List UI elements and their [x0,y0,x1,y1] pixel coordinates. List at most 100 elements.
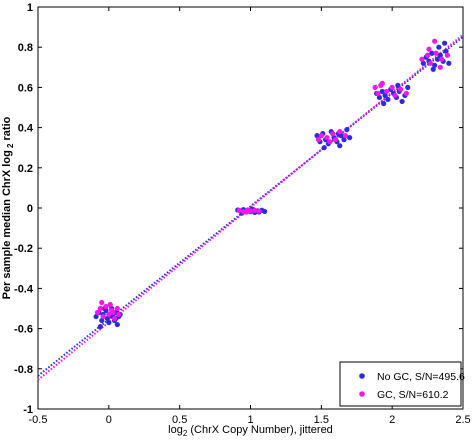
data-point-no-gc [338,133,344,139]
data-point-gc [106,311,112,318]
data-point-gc [427,60,434,66]
data-point-no-gc [262,208,268,215]
data-point-gc [243,209,249,215]
data-point-no-gc [405,84,411,90]
data-point-no-gc [314,133,320,139]
data-point-no-gc [347,135,353,141]
x-tick-label: 0 [106,414,112,426]
data-point-no-gc [437,52,443,58]
data-point-no-gc [446,60,452,66]
y-tick-label: -1 [23,404,33,416]
data-point-no-gc [344,127,350,133]
data-point-gc [437,64,443,70]
data-point-gc [379,80,385,86]
data-point-gc [324,135,330,141]
data-point-no-gc [321,145,327,151]
axis-labels-layer: log2 (ChrX Copy Number), jittered Per sam… [1,116,333,438]
data-point-gc [107,301,113,308]
data-point-gc [109,307,115,314]
y-tick-label: -0.6 [14,324,33,336]
data-point-gc [432,38,438,44]
data-point-gc [103,303,109,310]
y-tick-label: -0.2 [14,243,33,255]
data-point-gc [94,309,101,316]
data-point-gc [403,90,409,97]
x-tick-label: 1 [247,414,253,426]
y-axis-label: Per sample median ChrX log 2 ratio [1,116,15,299]
y-tick-label: -0.8 [14,364,33,376]
data-point-no-gc [395,82,401,88]
data-point-no-gc [441,40,448,46]
x-tick-label: -0.5 [29,414,48,426]
data-point-no-gc [106,319,112,326]
data-point-gc [236,207,242,214]
data-point-no-gc [379,88,385,95]
data-point-gc [116,311,122,318]
legend-marker [359,373,365,379]
data-point-no-gc [430,66,436,72]
data-point-no-gc [432,62,438,68]
x-tick-label: 2.5 [455,414,470,426]
data-point-no-gc [429,50,435,56]
data-point-gc [424,52,431,58]
data-point-no-gc [104,315,111,322]
data-point-no-gc [114,321,120,328]
data-point-gc [372,84,378,90]
legend-label: GC, S/N=610.2 [377,389,449,401]
legend-marker [359,391,365,397]
data-point-gc [100,313,106,320]
data-point-gc [99,299,105,306]
x-tick-label: 0.5 [172,414,187,426]
data-point-gc [389,84,395,90]
data-point-gc [375,90,381,97]
data-point-no-gc [376,94,383,101]
data-point-gc [330,131,336,137]
points-layer [93,38,452,330]
data-point-no-gc [434,56,441,62]
data-point-no-gc [436,44,442,50]
y-tick-label: 1 [27,2,33,14]
data-point-gc [433,50,439,56]
data-point-no-gc [385,96,391,103]
data-point-no-gc [381,100,387,107]
data-point-gc [392,92,398,99]
x-tick-label: 1.5 [314,414,329,426]
data-point-no-gc [399,98,405,105]
legend-box [339,361,462,407]
y-tick-label: 0.6 [18,82,33,94]
data-point-no-gc [341,137,347,143]
x-axis-label: log2 (ChrX Copy Number), jittered [168,424,333,438]
y-tick-label: 0.8 [18,42,33,54]
data-point-gc [252,207,258,214]
data-point-no-gc [97,323,103,330]
data-point-gc [247,208,254,214]
data-point-gc [337,129,343,135]
data-point-gc [398,86,404,93]
data-point-gc [327,139,333,145]
data-point-gc [111,315,118,322]
legend-label: No GC, S/N=495.6 [377,371,465,383]
data-point-no-gc [382,92,388,99]
data-point-gc [318,133,324,139]
y-tick-label: -0.4 [14,283,34,295]
data-point-gc [315,137,322,143]
data-point-gc [426,46,432,52]
data-point-no-gc [99,317,105,324]
y-tick-label: 0.2 [18,163,33,175]
data-point-no-gc [337,143,343,149]
data-point-gc [383,88,390,95]
x-tick-label: 2 [389,414,395,426]
data-point-gc [419,56,425,62]
data-point-gc [97,305,103,312]
y-tick-label: 0 [27,203,33,215]
data-point-gc [439,56,445,62]
data-point-gc [114,305,120,312]
y-tick-label: 0.4 [18,123,34,135]
data-point-no-gc [93,313,99,320]
data-point-gc [444,52,451,58]
data-point-no-gc [443,48,449,54]
data-point-gc [342,133,349,139]
data-point-no-gc [420,60,426,66]
